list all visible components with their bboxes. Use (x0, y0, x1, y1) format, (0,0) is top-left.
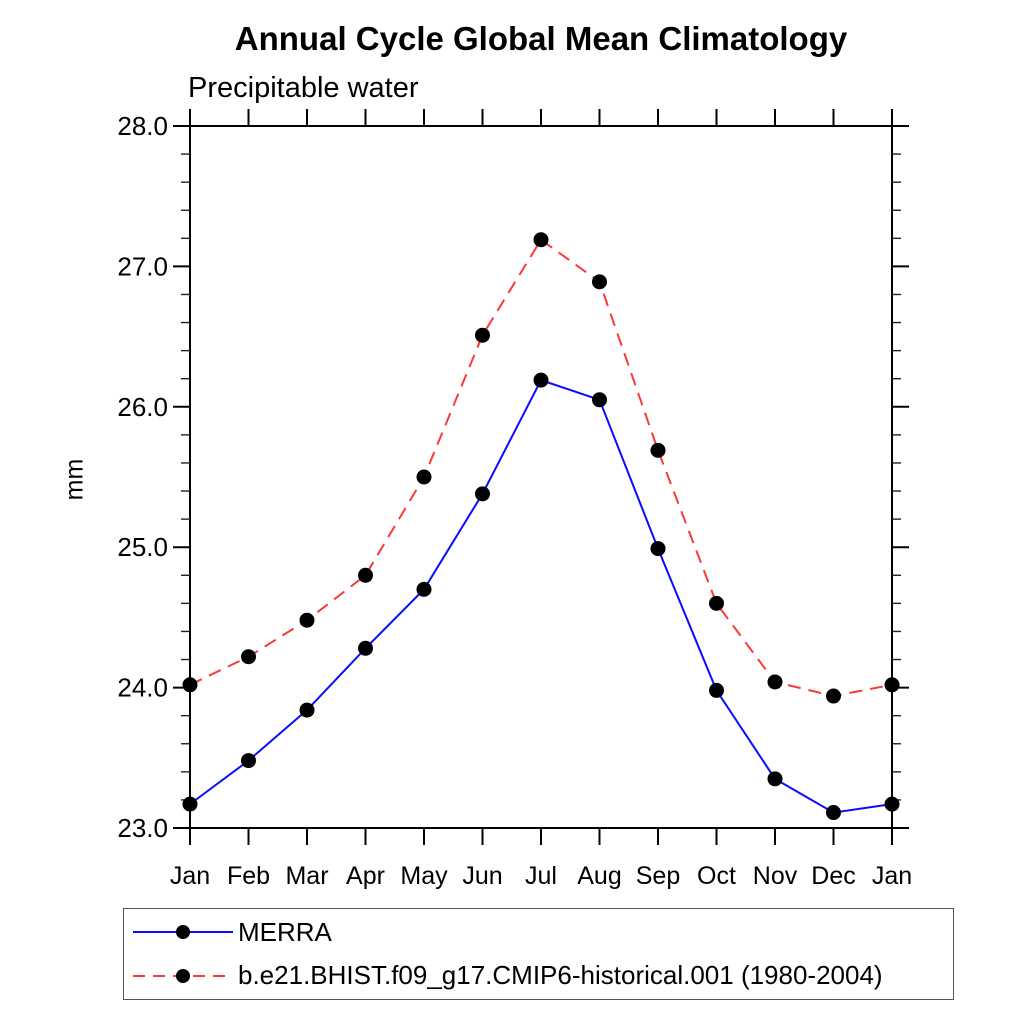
y-tick-label: 26.0 (117, 392, 168, 422)
series-line-1 (189, 238, 893, 698)
legend-sample-merra-line (133, 925, 233, 940)
x-tick-label: May (400, 862, 448, 890)
x-tick-label: Jul (525, 862, 557, 890)
data-point-marker (533, 372, 549, 388)
series-line-0 (189, 378, 893, 814)
data-point-marker (533, 232, 549, 248)
x-tick-label: Dec (811, 862, 855, 890)
x-tick-label: Mar (285, 862, 328, 890)
data-point-marker (475, 486, 490, 502)
chart-title: Annual Cycle Global Mean Climatology (234, 20, 848, 57)
x-tick-label: Jan (170, 862, 210, 890)
data-point-marker (241, 753, 256, 769)
legend-label-model: b.e21.BHIST.f09_g17.CMIP6-historical.001… (238, 960, 883, 991)
x-tick-label: Nov (753, 862, 798, 890)
data-point-marker (767, 674, 783, 690)
x-tick-label: Oct (697, 862, 736, 890)
legend-label-merra: MERRA (238, 916, 332, 947)
legend-marker-icon (176, 925, 190, 940)
data-point-marker (709, 682, 724, 698)
data-point-marker (182, 796, 198, 812)
data-point-marker (650, 541, 666, 557)
legend: MERRA b.e21.BHIST.f09_g17.CMIP6-historic… (123, 908, 954, 1000)
y-tick-label: 23.0 (117, 813, 168, 843)
data-point-marker (416, 581, 432, 597)
data-point-marker (826, 805, 841, 821)
x-tick-label: Jan (872, 862, 912, 890)
data-point-marker (884, 796, 900, 812)
data-point-marker (416, 469, 432, 485)
y-tick-label: 28.0 (117, 111, 168, 141)
chart-subtitle: Precipitable water (188, 72, 419, 104)
data-point-marker (767, 771, 783, 787)
data-point-marker (650, 442, 666, 458)
legend-row-model: b.e21.BHIST.f09_g17.CMIP6-historical.001… (124, 956, 953, 996)
data-point-marker (709, 595, 724, 611)
y-tick-label: 27.0 (117, 251, 168, 281)
y-tick-label: 24.0 (117, 673, 168, 703)
legend-sample-model-line (133, 968, 233, 983)
x-tick-label: Feb (227, 862, 270, 890)
legend-row-merra: MERRA (124, 912, 953, 952)
data-point-marker (592, 392, 607, 408)
data-point-marker (182, 677, 198, 693)
y-tick-label: 25.0 (117, 532, 168, 562)
data-point-marker (475, 327, 490, 343)
data-point-marker (299, 702, 315, 718)
data-point-marker (358, 640, 373, 656)
x-tick-label: Sep (636, 862, 680, 890)
data-point-marker (826, 688, 841, 704)
data-point-marker (358, 567, 373, 583)
data-point-marker (884, 677, 900, 693)
x-tick-label: Jun (462, 862, 502, 890)
x-tick-label: Aug (577, 862, 621, 890)
data-point-marker (241, 649, 256, 665)
data-point-marker (592, 274, 607, 290)
data-point-marker (299, 612, 315, 628)
x-tick-label: Apr (346, 862, 385, 890)
legend-marker-icon (176, 968, 190, 983)
plot-frame (189, 125, 893, 829)
